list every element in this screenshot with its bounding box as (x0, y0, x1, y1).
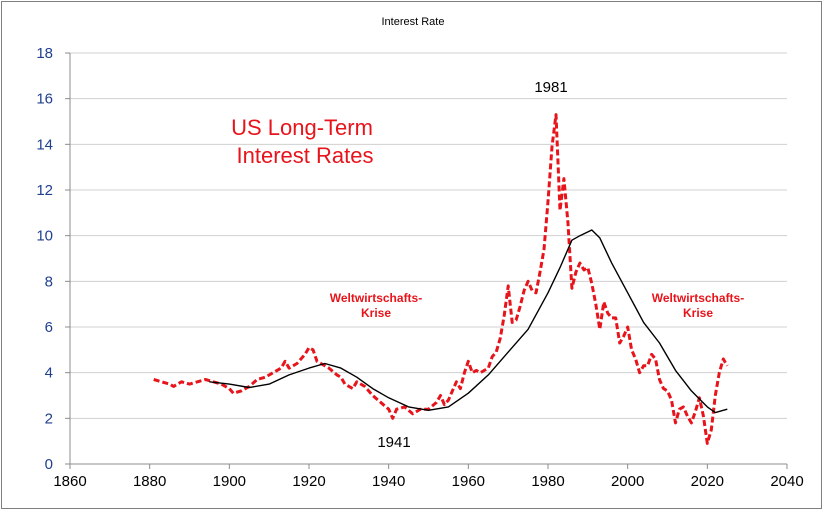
chart-title: Interest Rate (382, 16, 445, 28)
x-tick-label-2040: 2040 (770, 473, 803, 490)
headline-line-2: Interest Rates (237, 143, 374, 168)
axes (65, 52, 788, 469)
x-tick-label-2000: 2000 (611, 473, 644, 490)
y-tick-label-4: 4 (45, 365, 53, 382)
x-tick-label-1920: 1920 (292, 473, 325, 490)
x-tick-label-2020: 2020 (691, 473, 724, 490)
crisis-right-line-2: Krise (683, 306, 713, 320)
series-line-interest-rates (153, 113, 729, 445)
y-tick-label-16: 16 (36, 91, 53, 108)
x-tick-label-1960: 1960 (452, 473, 485, 490)
x-tick-label-1940: 1940 (372, 473, 405, 490)
gridlines (70, 52, 787, 419)
x-tick-label-1900: 1900 (213, 473, 246, 490)
y-tick-label-2: 2 (45, 410, 53, 427)
series-line-trend (209, 229, 728, 414)
x-tick-label-1980: 1980 (531, 473, 564, 490)
crisis-right-line-1: Weltwirtschafts- (652, 291, 744, 305)
x-tick-label-1880: 1880 (133, 473, 166, 490)
trough-label: 1941 (377, 434, 410, 451)
y-tick-labels: 0 2 4 6 8 10 12 14 16 18 (36, 45, 53, 473)
peak-label: 1981 (534, 79, 567, 96)
x-tick-label-1860: 1860 (53, 473, 86, 490)
crisis-left-line-2: Krise (361, 306, 391, 320)
y-tick-label-18: 18 (36, 45, 53, 62)
x-tick-labels: 1860 1880 1900 1920 1940 1960 1980 2000 2020 2040 (53, 473, 803, 490)
y-tick-label-8: 8 (45, 273, 53, 290)
series-group (153, 113, 729, 445)
y-tick-label-6: 6 (45, 319, 53, 336)
y-tick-label-12: 12 (36, 182, 53, 199)
crisis-left-line-1: Weltwirtschafts- (330, 291, 422, 305)
y-tick-label-14: 14 (36, 136, 53, 153)
y-tick-label-10: 10 (36, 228, 53, 245)
headline-line-1: US Long-Term (231, 115, 373, 140)
y-tick-label-0: 0 (45, 456, 53, 473)
